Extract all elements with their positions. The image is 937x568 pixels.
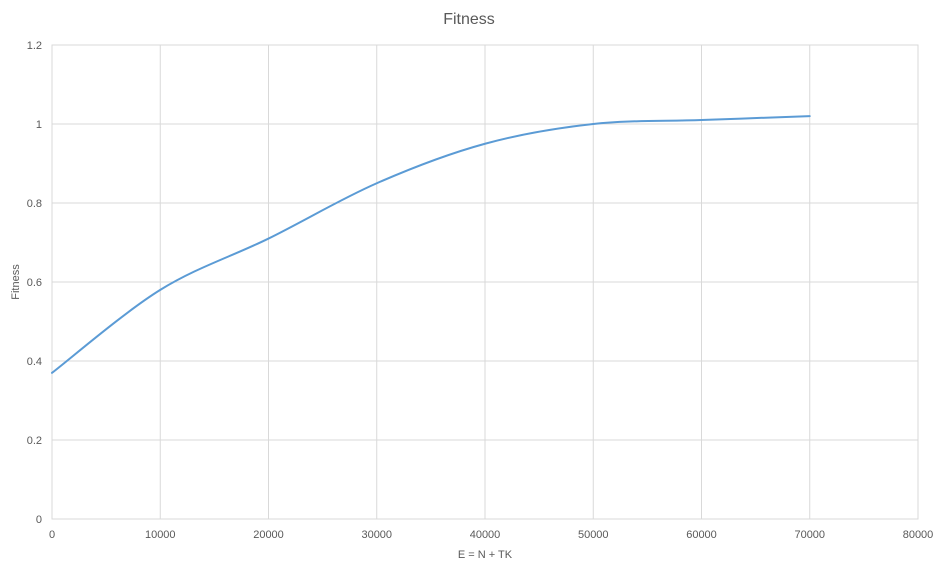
y-tick-label: 0 (36, 514, 42, 526)
y-tick-label: 0.4 (27, 356, 42, 368)
y-axis-tick-labels: 0 0.2 0.4 0.6 0.8 1 1.2 (27, 40, 42, 526)
x-axis-label: E = N + TK (458, 549, 513, 561)
chart-title: Fitness (443, 11, 495, 28)
x-tick-label: 40000 (470, 529, 501, 541)
y-axis-label: Fitness (10, 264, 22, 300)
plot-area-border (51, 44, 919, 520)
x-tick-label: 30000 (361, 529, 392, 541)
y-tick-label: 0.2 (27, 435, 42, 447)
x-axis-tick-labels: 0 10000 20000 30000 40000 50000 60000 70000 8000… (49, 529, 933, 541)
y-tick-label: 1 (36, 119, 42, 131)
x-tick-label: 20000 (253, 529, 284, 541)
x-tick-label: 70000 (794, 529, 825, 541)
x-tick-label: 10000 (145, 529, 176, 541)
fitness-series-line (51, 115, 811, 374)
x-tick-label: 60000 (686, 529, 717, 541)
y-tick-label: 0.8 (27, 198, 42, 210)
y-tick-label: 0.6 (27, 277, 42, 289)
x-tick-label: 50000 (578, 529, 609, 541)
x-tick-label: 0 (49, 529, 55, 541)
x-tick-label: 80000 (903, 529, 934, 541)
y-tick-label: 1.2 (27, 40, 42, 52)
